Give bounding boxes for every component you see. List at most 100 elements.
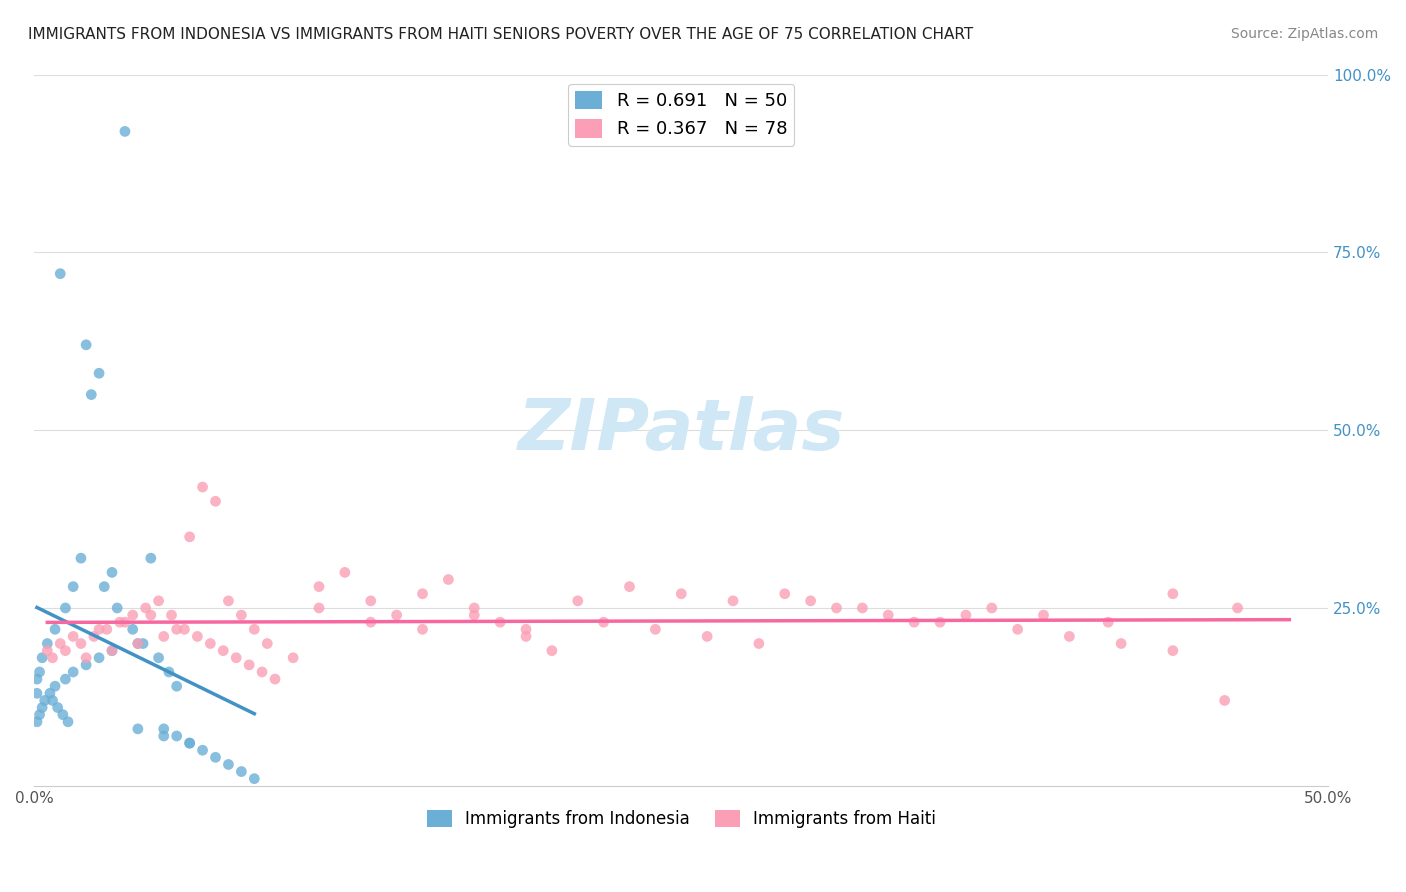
Point [225,650,247,665]
Point [25,686,48,700]
Point [238,657,260,672]
Point [308,601,330,615]
Point [152,722,174,736]
Point [186,629,208,643]
Point [231,764,253,779]
Point [721,594,744,608]
Legend: Immigrants from Indonesia, Immigrants from Haiti: Immigrants from Indonesia, Immigrants fr… [420,803,942,834]
Point [31,650,53,665]
Point [148,594,170,608]
Point [243,623,266,637]
Point [243,772,266,786]
Point [1059,629,1081,643]
Point [37,643,59,657]
Point [1161,587,1184,601]
Point [75,338,97,352]
Point [28,665,51,679]
Point [980,601,1002,615]
Point [212,643,235,657]
Point [101,566,124,580]
Point [139,551,162,566]
Point [412,623,434,637]
Point [38,686,60,700]
Point [1007,623,1029,637]
Point [696,629,718,643]
Point [114,615,136,630]
Point [179,530,201,544]
Point [166,729,188,743]
Point [385,608,408,623]
Point [25,714,48,729]
Point [463,601,485,615]
Point [83,629,105,643]
Point [515,629,537,643]
Point [204,494,226,508]
Point [55,643,77,657]
Point [877,608,900,623]
Point [541,643,564,657]
Point [56,714,79,729]
Point [773,587,796,601]
Point [231,608,253,623]
Text: Source: ZipAtlas.com: Source: ZipAtlas.com [1230,27,1378,41]
Point [157,665,180,679]
Point [160,608,183,623]
Point [62,665,84,679]
Point [62,629,84,643]
Point [75,657,97,672]
Point [955,608,977,623]
Point [929,615,952,630]
Point [37,636,59,650]
Point [34,693,56,707]
Point [166,679,188,693]
Point [62,580,84,594]
Point [121,608,143,623]
Point [135,601,157,615]
Point [1226,601,1249,615]
Point [41,650,63,665]
Point [49,267,72,281]
Point [1161,643,1184,657]
Point [1213,693,1236,707]
Point [132,636,155,650]
Point [800,594,823,608]
Point [121,623,143,637]
Point [148,650,170,665]
Point [191,480,214,494]
Point [75,650,97,665]
Point [114,124,136,138]
Point [644,623,666,637]
Point [127,722,149,736]
Point [179,736,201,750]
Point [101,643,124,657]
Point [46,700,69,714]
Point [1097,615,1119,630]
Point [489,615,512,630]
Text: ZIPatlas: ZIPatlas [517,396,845,465]
Point [256,636,278,650]
Point [70,636,93,650]
Point [333,566,356,580]
Point [152,629,174,643]
Point [49,636,72,650]
Point [105,601,128,615]
Point [903,615,925,630]
Point [412,587,434,601]
Point [127,636,149,650]
Point [44,623,66,637]
Point [204,750,226,764]
Point [44,679,66,693]
Point [55,672,77,686]
Point [671,587,693,601]
Point [515,623,537,637]
Point [217,757,239,772]
Point [173,623,195,637]
Point [41,693,63,707]
Point [1109,636,1132,650]
Point [108,615,131,630]
Point [152,729,174,743]
Text: IMMIGRANTS FROM INDONESIA VS IMMIGRANTS FROM HAITI SENIORS POVERTY OVER THE AGE : IMMIGRANTS FROM INDONESIA VS IMMIGRANTS … [28,27,973,42]
Point [825,601,848,615]
Point [437,573,460,587]
Point [166,623,188,637]
